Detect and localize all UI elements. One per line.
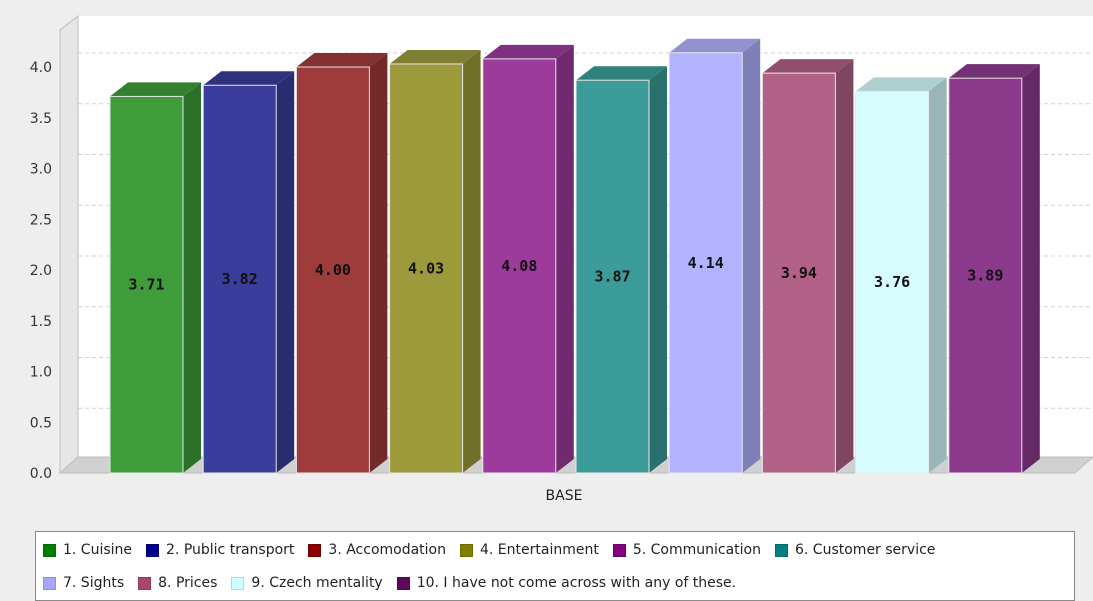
bar-front — [575, 79, 650, 474]
bar-side — [1021, 64, 1040, 473]
bar-side — [276, 71, 295, 474]
bar: 3.76 — [855, 77, 947, 474]
bar-side — [555, 44, 574, 473]
legend-label: 10. I have not come across with any of t… — [416, 575, 737, 591]
bars: 3.71 3.82 4.00 4.03 4.08 3.87 4.14 3.94 3.76 3.89 — [109, 38, 1040, 474]
legend-item-public-transport: 2. Public transport — [146, 542, 294, 558]
legend-item-czech-mentality: 9. Czech mentality — [231, 575, 383, 591]
bar: 4.14 — [668, 38, 761, 474]
plot-left-wall — [59, 14, 79, 475]
bar-value-label: 3.87 — [594, 268, 630, 286]
bar: 3.94 — [761, 59, 854, 474]
bar-top — [110, 82, 201, 97]
bar-value-label: 3.71 — [128, 276, 164, 294]
y-tick-label: 1.0 — [30, 365, 52, 381]
legend-swatch — [43, 576, 56, 590]
legend-label: 4. Entertainment — [480, 542, 599, 558]
legend-item-accomodation: 3. Accomodation — [308, 542, 446, 558]
bar-value-label: 3.89 — [967, 267, 1003, 285]
bar-top — [482, 44, 574, 59]
legend-label: 3. Accomodation — [328, 542, 446, 558]
legend-label: 7. Sights — [63, 575, 125, 591]
bar-value-label: 4.14 — [688, 254, 724, 272]
y-tick-label: 3.0 — [30, 162, 52, 178]
bar-side — [649, 66, 667, 473]
legend-item-entertainment: 4. Entertainment — [460, 542, 599, 558]
x-category-label: BASE — [546, 488, 583, 504]
legend: 1. Cuisine 2. Public transport 3. Accomo… — [35, 531, 1075, 601]
legend-label: 1. Cuisine — [63, 542, 133, 558]
bar: 4.08 — [482, 44, 574, 474]
bar-top — [948, 64, 1040, 79]
bar-top — [203, 71, 295, 86]
legend-label: 9. Czech mentality — [251, 575, 383, 591]
y-tick-label: 2.0 — [30, 263, 52, 279]
y-tick-label: 0.5 — [30, 415, 52, 431]
y-tick-label: 0.0 — [30, 466, 52, 482]
bar-value-label: 4.08 — [501, 257, 537, 275]
bar-side — [183, 82, 201, 473]
legend-item-prices: 8. Prices — [138, 575, 217, 591]
bar-chart: 0.0 0.5 1.0 1.5 2.0 2.5 3.0 3.5 4.0 3.71 3.82 4.00… — [30, 14, 1093, 504]
legend-swatch — [43, 543, 56, 557]
legend-label: 6. Customer service — [795, 542, 936, 558]
legend-item-not-come-across: 10. I have not come across with any of t… — [396, 575, 737, 591]
bar-side — [369, 53, 388, 473]
bar-front — [482, 58, 557, 474]
bar-side — [835, 59, 854, 474]
bar-top — [855, 77, 947, 92]
bar-front — [668, 52, 743, 474]
bar-value-label: 3.94 — [781, 264, 817, 282]
bar: 3.87 — [575, 66, 667, 474]
bar-front — [761, 72, 836, 474]
legend-swatch — [775, 543, 788, 557]
legend-swatch — [231, 576, 245, 590]
bar-side — [928, 77, 947, 474]
bar-value-label: 3.76 — [874, 273, 910, 291]
bar-top — [762, 59, 854, 74]
legend-swatch — [308, 543, 322, 557]
y-tick-label: 4.0 — [30, 60, 52, 76]
bar-front — [109, 95, 184, 474]
y-axis: 0.0 0.5 1.0 1.5 2.0 2.5 3.0 3.5 4.0 — [30, 60, 52, 482]
bar-front — [295, 66, 370, 474]
bar-side — [462, 49, 481, 473]
legend-swatch — [138, 576, 152, 590]
legend-label: 2. Public transport — [166, 542, 295, 558]
bar: 3.82 — [202, 71, 295, 474]
bar-top — [389, 49, 481, 64]
legend-swatch — [612, 543, 626, 557]
bar-value-label: 4.03 — [408, 259, 444, 277]
legend-label: 5. Communication — [632, 542, 761, 558]
legend-label: 8. Prices — [158, 575, 218, 591]
legend-swatch — [460, 543, 473, 557]
bar-top — [296, 53, 388, 67]
legend-item-sights: 7. Sights — [43, 575, 124, 591]
legend-row-2: 7. Sights 8. Prices 9. Czech mentality 1… — [43, 575, 750, 591]
bar-front — [202, 84, 277, 474]
bar-side — [742, 38, 761, 473]
bar-top — [576, 66, 667, 81]
bar-front — [389, 63, 464, 474]
y-tick-label: 3.5 — [30, 111, 52, 127]
bar-value-label: 3.82 — [222, 270, 258, 288]
y-tick-label: 1.5 — [30, 314, 52, 330]
legend-swatch — [146, 543, 160, 557]
bar: 3.89 — [948, 64, 1040, 474]
bar-front — [948, 77, 1023, 474]
y-tick-label: 2.5 — [30, 212, 52, 228]
bar-front — [855, 90, 930, 474]
legend-item-communication: 5. Communication — [612, 542, 761, 558]
legend-item-customer-service: 6. Customer service — [775, 542, 935, 558]
legend-item-cuisine: 1. Cuisine — [43, 542, 132, 558]
bar: 3.71 — [109, 82, 201, 474]
legend-swatch — [396, 576, 410, 590]
bar-value-label: 4.00 — [315, 261, 351, 279]
bar: 4.03 — [389, 49, 481, 474]
legend-row-1: 1. Cuisine 2. Public transport 3. Accomo… — [43, 542, 935, 558]
bar-top — [669, 38, 761, 53]
bar: 4.00 — [295, 53, 388, 474]
